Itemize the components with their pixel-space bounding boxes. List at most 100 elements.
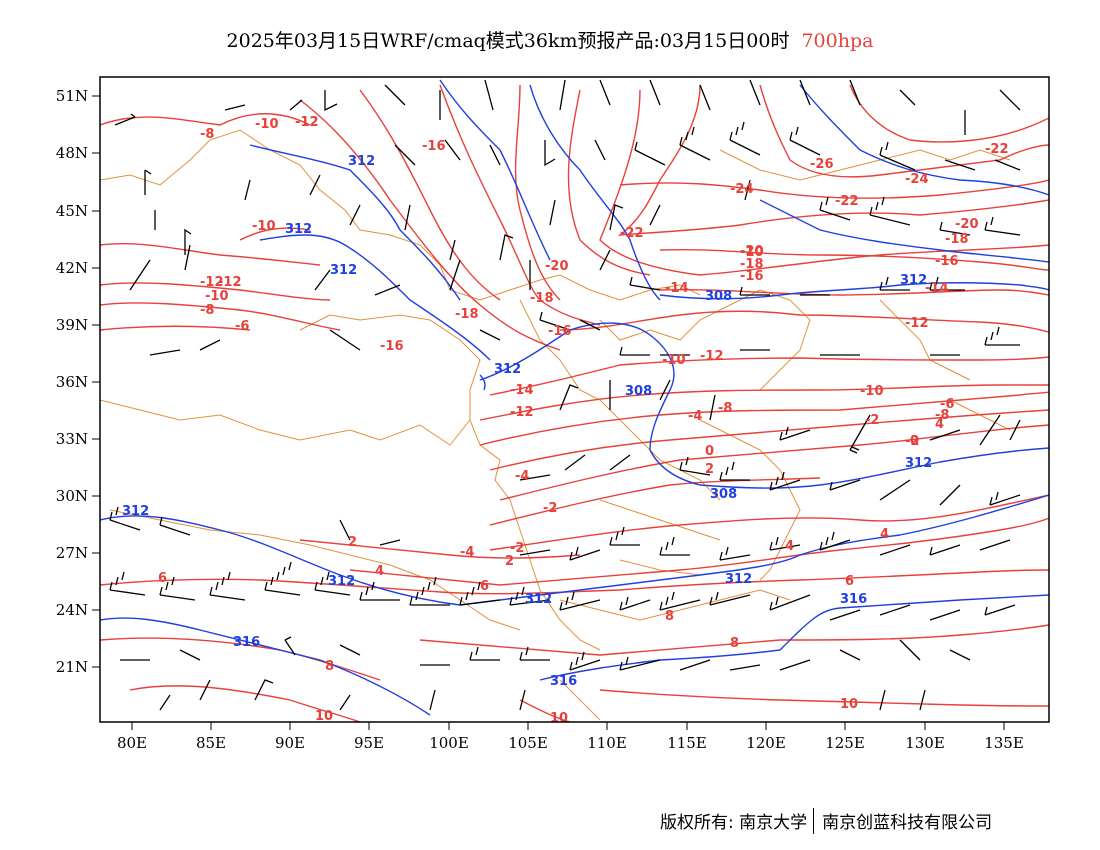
temp-label: 2 <box>705 462 714 477</box>
height-label: 312 <box>122 504 149 519</box>
wind-barbs <box>109 79 1021 711</box>
temperature-labels: -8 -10 -12 -16 -10 -12 -12 -10 -8 -6 -16… <box>158 115 1009 726</box>
height-label: 312 <box>330 263 357 278</box>
temp-label: -12 <box>200 275 224 290</box>
lat-label: 33N <box>56 430 88 448</box>
lon-label: 105E <box>508 734 548 752</box>
temp-label: -12 <box>295 115 319 130</box>
lat-label: 51N <box>56 87 88 105</box>
lon-ticks <box>131 722 1005 730</box>
temp-label: 4 <box>880 527 889 542</box>
temp-label: -24 <box>905 172 929 187</box>
temp-label: -14 <box>925 281 949 296</box>
temp-label: -12 <box>510 405 534 420</box>
temp-label: -16 <box>380 339 404 354</box>
temp-label: -4 <box>688 409 702 424</box>
height-labels: 312 312 312 312 312 308 308 308 312 312 … <box>122 154 932 689</box>
height-label: 312 <box>525 592 552 607</box>
height-label: 316 <box>233 635 260 650</box>
height-label: 312 <box>725 572 752 587</box>
temp-label: 10 <box>315 709 333 724</box>
height-label: 312 <box>905 456 932 471</box>
lon-label: 85E <box>196 734 226 752</box>
temp-label: -18 <box>945 232 969 247</box>
temp-label: -14 <box>510 383 534 398</box>
copyright: 版权所有: 南京大学 南京创蓝科技有限公司 <box>660 808 992 836</box>
height-label: 308 <box>625 384 652 399</box>
boundary-lines <box>100 129 1011 721</box>
temp-label: -10 <box>252 219 276 234</box>
temp-label: 6 <box>158 571 167 586</box>
lat-label: 39N <box>56 316 88 334</box>
temp-label: -10 <box>205 289 229 304</box>
copyright-divider <box>813 808 815 834</box>
temp-label: -16 <box>740 269 764 284</box>
temp-label: -6 <box>940 397 954 412</box>
lat-label: 27N <box>56 544 88 562</box>
temp-label: 8 <box>325 659 334 674</box>
temp-label: -12 <box>700 349 724 364</box>
temp-label: -10 <box>860 384 884 399</box>
lat-label: 24N <box>56 601 88 619</box>
temp-label: 10 <box>550 711 568 726</box>
temp-label: 4 <box>375 564 384 579</box>
lon-label: 115E <box>667 734 707 752</box>
temp-label: 10 <box>840 697 858 712</box>
map-title: 2025年03月15日WRF/cmaq模式36km预报产品:03月15日00时 7… <box>0 26 1100 53</box>
temp-label: -26 <box>810 157 834 172</box>
temp-label: -16 <box>422 139 446 154</box>
height-label: 308 <box>710 487 737 502</box>
temp-label: -14 <box>665 281 689 296</box>
temp-label: -12 <box>218 275 242 290</box>
lat-label: 30N <box>56 487 88 505</box>
temp-label: -22 <box>985 142 1009 157</box>
temp-label: -2 <box>865 413 879 428</box>
height-label: 316 <box>840 592 867 607</box>
temp-label: -10 <box>255 117 279 132</box>
temp-label: -6 <box>235 319 249 334</box>
temp-label: -18 <box>740 257 764 272</box>
temp-label: -20 <box>545 259 569 274</box>
lat-ticks <box>92 95 100 668</box>
lat-label: 21N <box>56 658 88 676</box>
temp-label: -12 <box>905 316 929 331</box>
temp-label: -22 <box>835 194 859 209</box>
lon-label: 120E <box>746 734 786 752</box>
temp-label: -4 <box>515 469 529 484</box>
temp-label: -2 <box>905 434 919 449</box>
title-level: 700hpa <box>801 30 874 52</box>
height-label: 312 <box>285 222 312 237</box>
plot-frame <box>99 76 1050 723</box>
temp-label: -18 <box>530 291 554 306</box>
temp-label: 6 <box>480 579 489 594</box>
lat-labels: 51N 48N 45N 42N 39N 36N 33N 30N 27N 24N … <box>56 87 88 676</box>
temp-label: -8 <box>200 127 214 142</box>
lon-label: 135E <box>984 734 1024 752</box>
lon-label: 80E <box>117 734 147 752</box>
temp-label: 8 <box>665 609 674 624</box>
temp-label: 0 <box>705 444 714 459</box>
temp-label: -4 <box>460 545 474 560</box>
lon-label: 130E <box>905 734 945 752</box>
temp-label: -10 <box>740 245 764 260</box>
height-label: 312 <box>900 273 927 288</box>
temp-label: -22 <box>620 226 644 241</box>
lat-label: 48N <box>56 144 88 162</box>
temp-label: -8 <box>935 408 949 423</box>
lat-label: 42N <box>56 259 88 277</box>
temp-label: -2 <box>510 541 524 556</box>
temp-label: 2 <box>348 535 357 550</box>
temp-label: -24 <box>730 182 754 197</box>
height-label: 316 <box>550 674 577 689</box>
temp-label: -16 <box>548 324 572 339</box>
copyright-owner: 版权所有: 南京大学 <box>660 813 808 833</box>
title-main: 2025年03月15日WRF/cmaq模式36km预报产品:03月15日00时 <box>226 30 790 52</box>
temp-label: 8 <box>730 636 739 651</box>
lat-label: 45N <box>56 202 88 220</box>
temp-label: 4 <box>935 417 944 432</box>
lon-label: 90E <box>275 734 305 752</box>
temp-label: -16 <box>935 254 959 269</box>
lon-label: 95E <box>354 734 384 752</box>
temp-label: -18 <box>455 307 479 322</box>
